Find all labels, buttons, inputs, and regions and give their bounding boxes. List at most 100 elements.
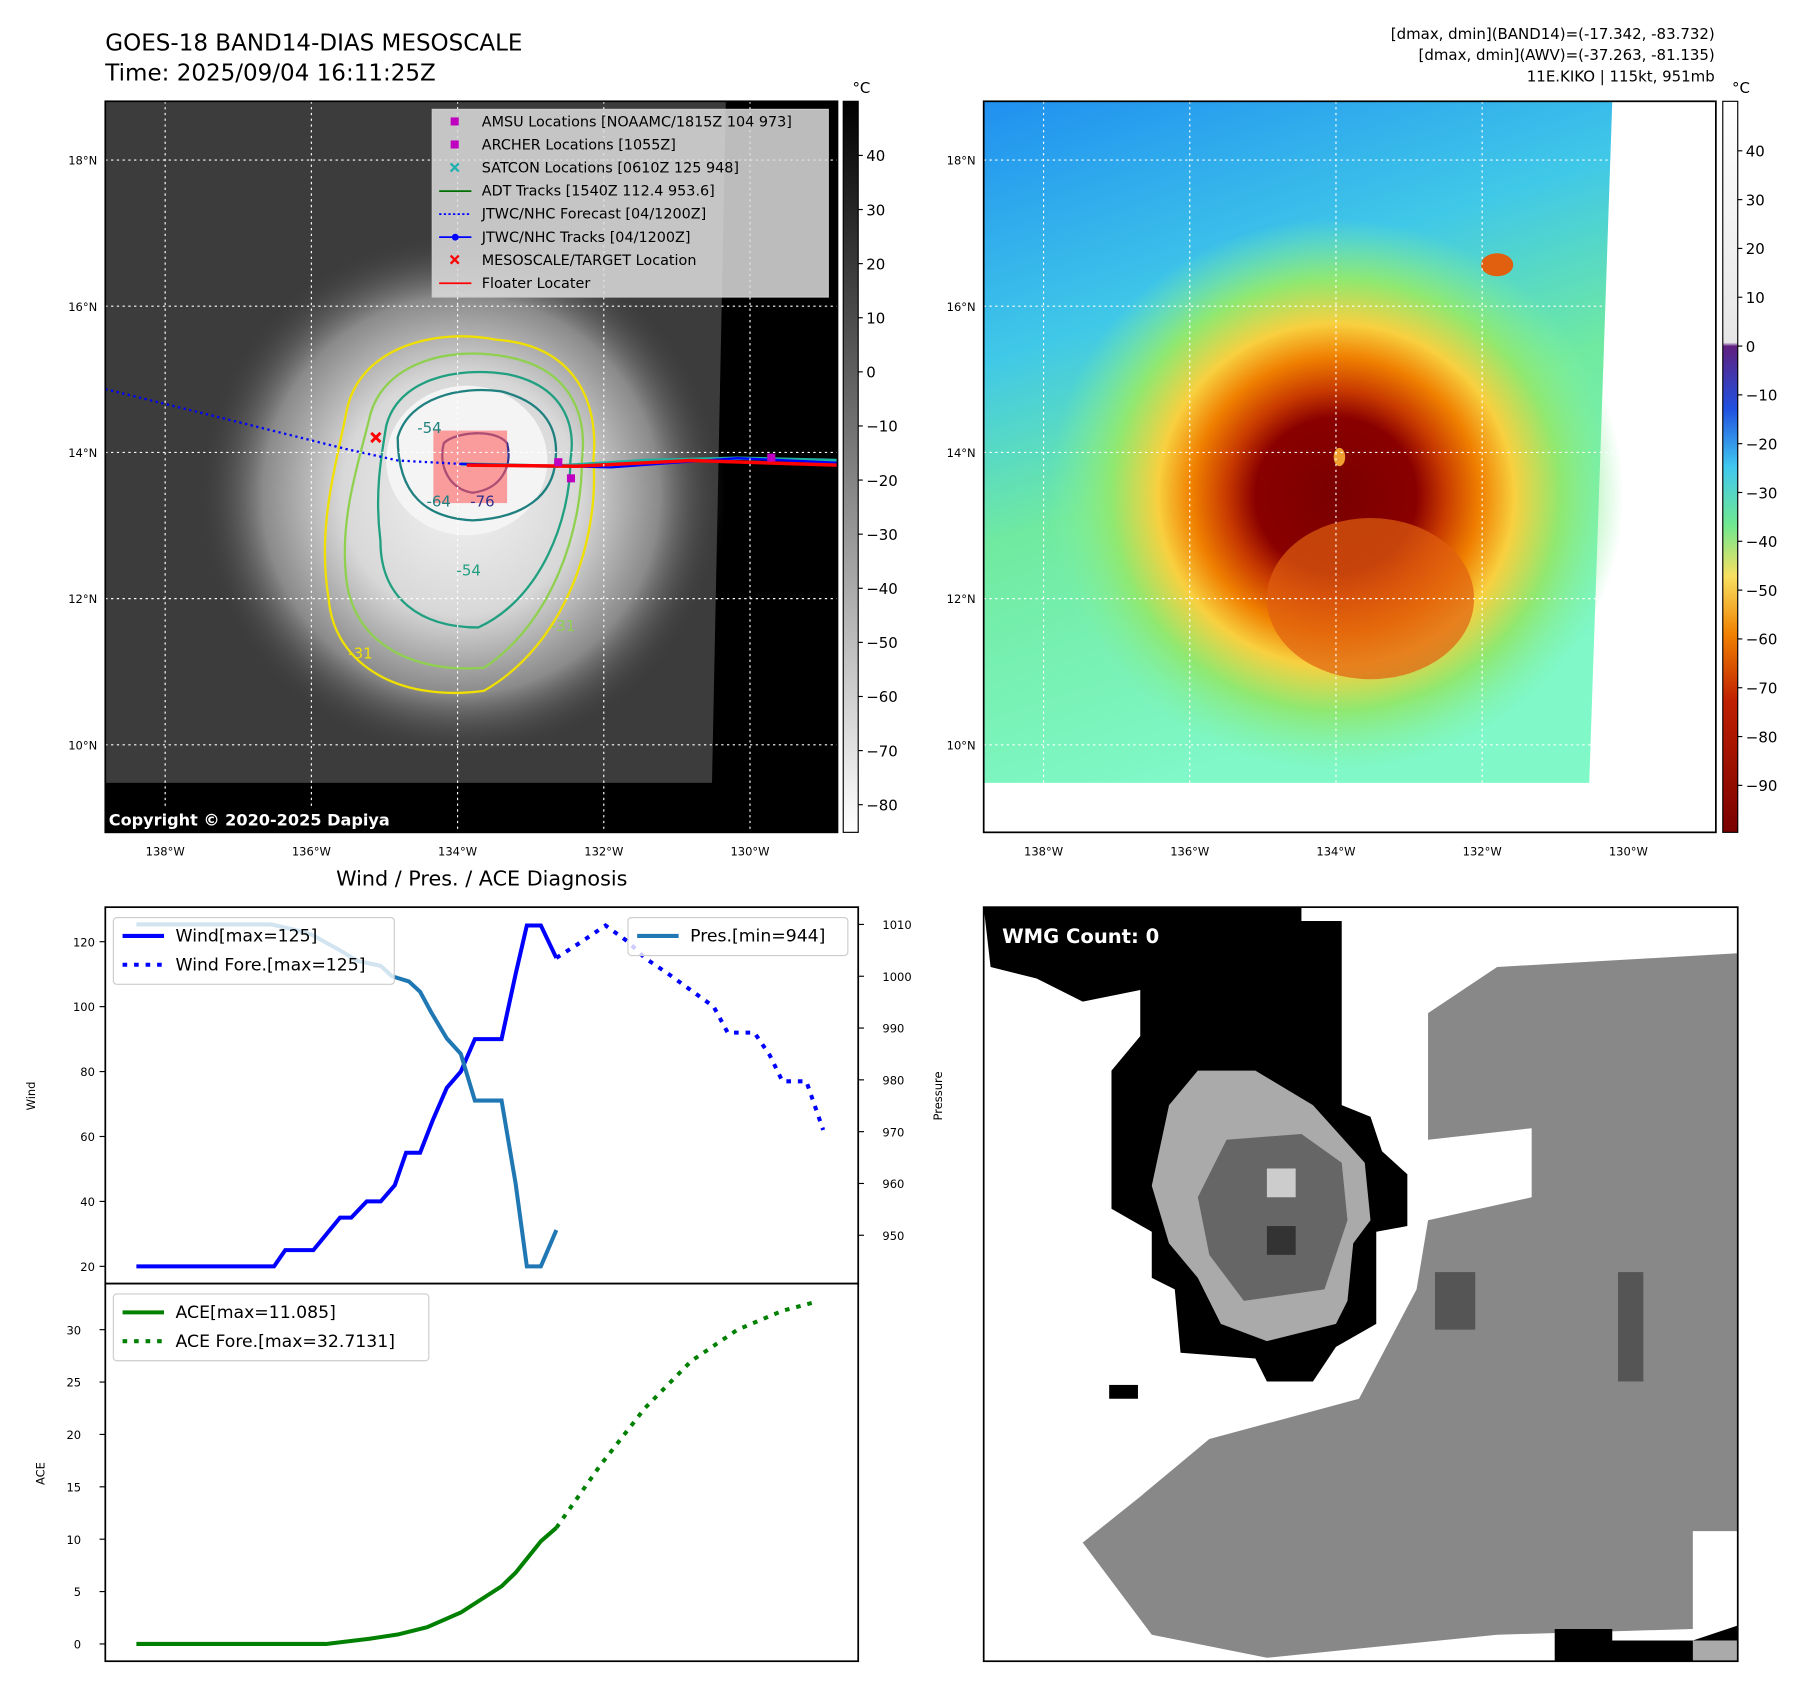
ace-tick-label: 10 bbox=[66, 1533, 81, 1547]
contour-label: -31 bbox=[551, 617, 575, 635]
lon-label: 136°W bbox=[1170, 844, 1209, 858]
wind-legend: Wind[max=125] Wind Fore.[max=125] bbox=[112, 916, 395, 985]
ace-tick-label: 25 bbox=[66, 1376, 81, 1390]
awv-map bbox=[982, 100, 1717, 834]
lat-label: 14°N bbox=[68, 446, 97, 460]
wind-tick-label: 80 bbox=[80, 1065, 95, 1079]
ace-tick-label: 5 bbox=[74, 1585, 81, 1599]
colorbar-tick-label: 30 bbox=[866, 201, 885, 219]
lat-label: 16°N bbox=[947, 300, 976, 314]
pressure-tick-label: 1010 bbox=[882, 918, 911, 932]
legend-item: JTWC/NHC Tracks [04/1200Z] bbox=[439, 230, 691, 246]
lon-label: 132°W bbox=[584, 844, 623, 858]
contour-label: -64 bbox=[426, 493, 450, 511]
lat-label: 10°N bbox=[947, 738, 976, 752]
lat-label: 12°N bbox=[68, 592, 97, 606]
legend-label: MESOSCALE/TARGET Location bbox=[482, 253, 697, 269]
ace-tick-label: 30 bbox=[66, 1323, 81, 1337]
figure-title: GOES-18 BAND14-DIAS MESOSCALE bbox=[105, 31, 522, 57]
ace-tick-label: 20 bbox=[66, 1428, 81, 1442]
storm-info: 11E.KIKO | 115kt, 951mb bbox=[1527, 68, 1715, 86]
wmg-panel: WMG Count: 0 bbox=[982, 906, 1739, 1663]
legend-item: Floater Locater bbox=[439, 276, 590, 292]
lat-label: 18°N bbox=[68, 154, 97, 168]
awv-colorbar bbox=[1722, 100, 1739, 833]
contour-label: -54 bbox=[417, 419, 441, 437]
wind-tick-label: 120 bbox=[73, 935, 95, 949]
colorbar-tick-label: −10 bbox=[1746, 387, 1778, 405]
colorbar-tick-label: −70 bbox=[866, 742, 898, 760]
lon-label: 130°W bbox=[1609, 844, 1648, 858]
wind-tick-label: 40 bbox=[80, 1195, 95, 1209]
lon-label: 134°W bbox=[438, 844, 477, 858]
series-windline bbox=[136, 923, 559, 1269]
colorbar-tick-label: 20 bbox=[1746, 240, 1765, 258]
lat-label: 10°N bbox=[68, 738, 97, 752]
legend-label: ACE[max=11.085] bbox=[176, 1303, 336, 1323]
colorbar-tick-label: −80 bbox=[866, 796, 898, 814]
chart-title: Wind / Pres. / ACE Diagnosis bbox=[336, 866, 627, 890]
series-aceline bbox=[136, 1526, 558, 1646]
colorbar-tick-label: 40 bbox=[1746, 143, 1765, 161]
pressure-legend: Pres.[min=944] bbox=[627, 916, 849, 957]
colorbar-tick-label: −20 bbox=[1746, 435, 1778, 453]
contour-label: -54 bbox=[456, 562, 480, 580]
legend-item: AMSU Locations [NOAAMC/1815Z 104 973] bbox=[450, 115, 792, 131]
ace-tick-label: 15 bbox=[66, 1480, 81, 1494]
colorbar-tick-label: −10 bbox=[866, 418, 898, 436]
legend-label: Pres.[min=944] bbox=[690, 927, 825, 947]
legend-label: Floater Locater bbox=[482, 276, 591, 292]
lon-label: 136°W bbox=[292, 844, 331, 858]
pressure-tick-label: 950 bbox=[882, 1229, 904, 1243]
band14-map: -54 -64 -76 -54 -31 -31 Copyright © 2020-2025… bbox=[104, 100, 839, 834]
pressure-tick-label: 960 bbox=[882, 1177, 904, 1191]
legend-label: ACE Fore.[max=32.7131] bbox=[176, 1332, 395, 1352]
pressure-tick-label: 990 bbox=[882, 1022, 904, 1036]
legend-label: AMSU Locations [NOAAMC/1815Z 104 973] bbox=[482, 115, 792, 131]
contour-label: -31 bbox=[348, 645, 372, 663]
colorbar-tick-label: 20 bbox=[866, 255, 885, 273]
colorbar-tick-label: −30 bbox=[866, 526, 898, 544]
legend-label: JTWC/NHC Tracks [04/1200Z] bbox=[481, 230, 691, 246]
forecast-track bbox=[105, 387, 462, 466]
pressure-tick-label: 1000 bbox=[882, 970, 911, 984]
copyright-text: Copyright © 2020-2025 Dapiya bbox=[109, 810, 390, 829]
legend-label: Wind[max=125] bbox=[176, 927, 318, 947]
wind-axis-label: Wind bbox=[24, 1082, 38, 1111]
colorbar-tick-label: −30 bbox=[1746, 484, 1778, 502]
awv-range: [dmax, dmin](AWV)=(-37.263, -81.135) bbox=[1419, 46, 1715, 64]
wind-tick-label: 20 bbox=[80, 1260, 95, 1274]
ace-tick-label: 0 bbox=[74, 1638, 81, 1652]
pressure-tick-label: 970 bbox=[882, 1125, 904, 1139]
pressure-tick-label: 980 bbox=[882, 1073, 904, 1087]
lat-label: 12°N bbox=[947, 592, 976, 606]
x-marker-icon bbox=[449, 162, 460, 173]
floater-track bbox=[466, 458, 838, 468]
series-wind-fore-line bbox=[555, 923, 826, 1131]
colorbar-tick-label: −80 bbox=[1746, 728, 1778, 746]
legend-label: ARCHER Locations [1055Z] bbox=[482, 138, 676, 154]
colorbar-tick-label: −70 bbox=[1746, 679, 1778, 697]
colorbar-tick-label: −60 bbox=[866, 688, 898, 706]
colorbar-tick-label: 10 bbox=[1746, 289, 1765, 307]
legend-label: JTWC/NHC Forecast [04/1200Z] bbox=[481, 207, 706, 223]
band14-colorbar-unit: °C bbox=[852, 79, 870, 97]
square-marker-icon bbox=[450, 140, 459, 149]
lon-label: 138°W bbox=[146, 844, 185, 858]
lon-label: 138°W bbox=[1024, 844, 1063, 858]
colorbar-tick-label: 40 bbox=[866, 147, 885, 165]
awv-colorbar-unit: °C bbox=[1732, 79, 1750, 97]
contour-label: -76 bbox=[470, 493, 494, 511]
legend-item: JTWC/NHC Forecast [04/1200Z] bbox=[439, 207, 706, 223]
legend-label: Wind Fore.[max=125] bbox=[176, 955, 366, 975]
legend-label: ADT Tracks [1540Z 112.4 953.6] bbox=[482, 184, 715, 200]
ace-legend: ACE[max=11.085] ACE Fore.[max=32.7131] bbox=[112, 1293, 430, 1362]
colorbar-tick-label: 0 bbox=[1746, 338, 1756, 356]
wind-tick-label: 60 bbox=[80, 1130, 95, 1144]
lon-label: 132°W bbox=[1463, 844, 1502, 858]
colorbar-tick-label: 0 bbox=[866, 364, 876, 382]
lon-label: 134°W bbox=[1316, 844, 1355, 858]
colorbar-tick-label: −90 bbox=[1746, 777, 1778, 795]
lat-label: 18°N bbox=[947, 154, 976, 168]
